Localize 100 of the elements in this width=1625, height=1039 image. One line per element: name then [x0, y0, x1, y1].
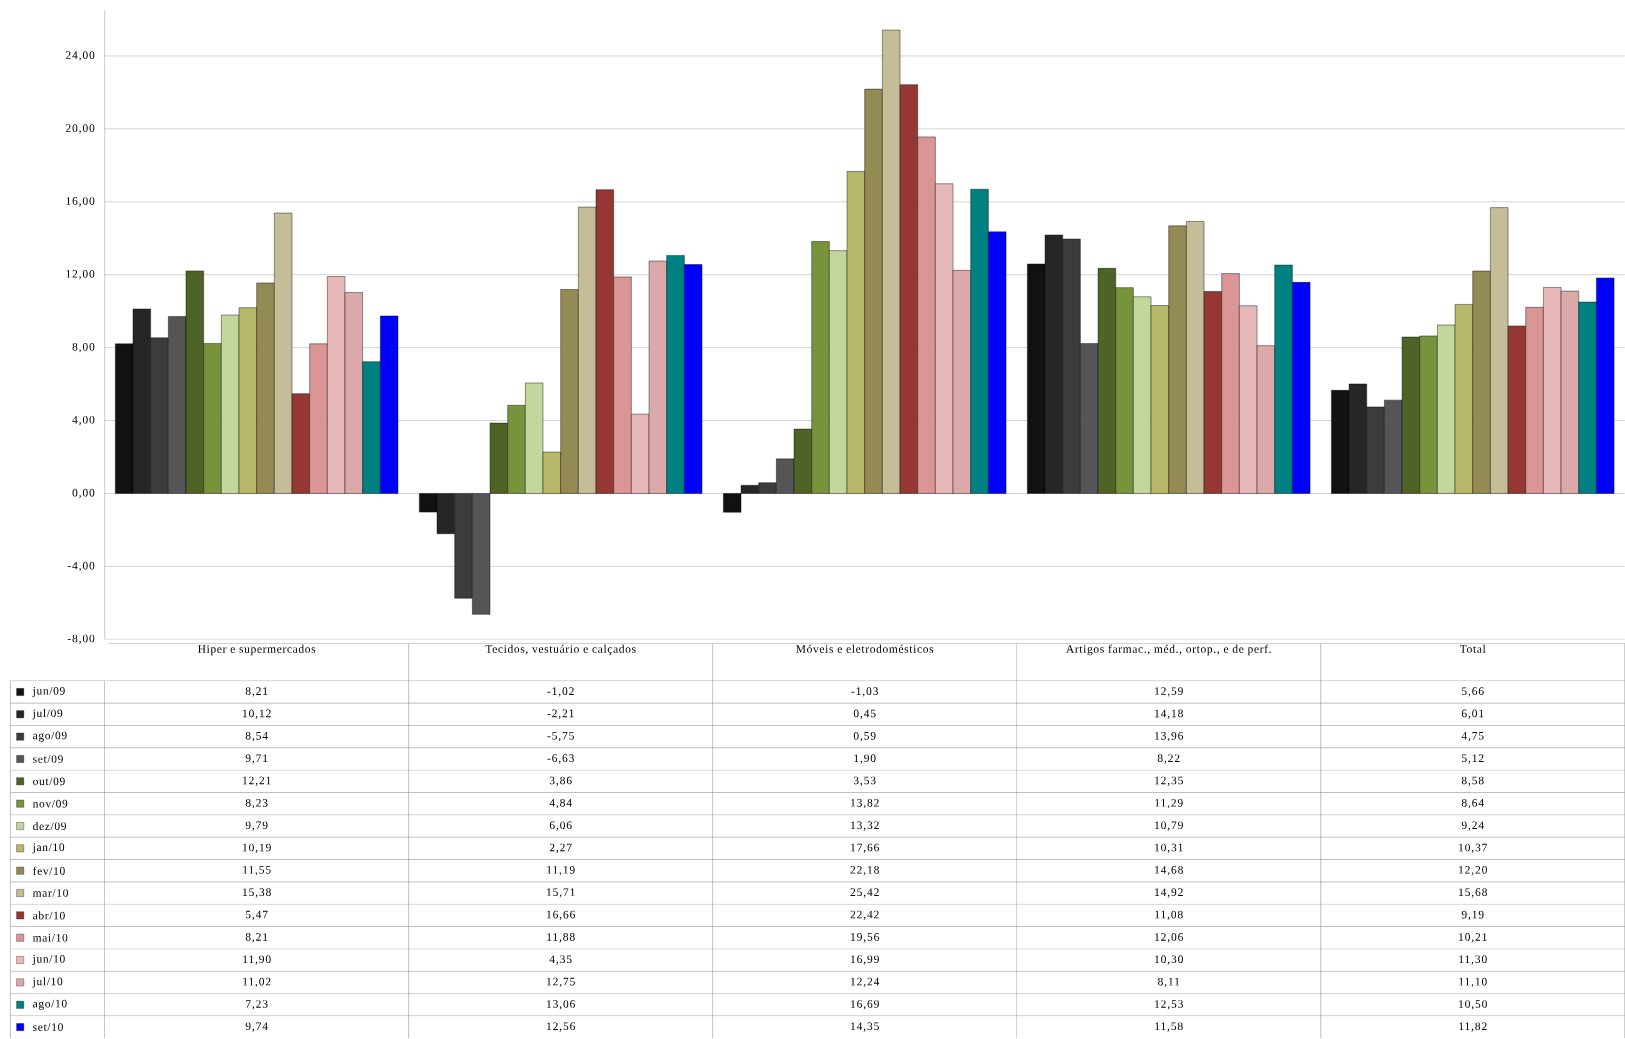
data-label: 11,19: [547, 866, 575, 876]
data-label: 8,21: [245, 933, 268, 943]
data-label: 13,96: [1155, 732, 1184, 742]
data-label: 12,06: [1155, 933, 1184, 943]
y-tick-label: 8,00: [72, 343, 95, 353]
data-label: 0,59: [853, 732, 876, 742]
data-label: 22,42: [850, 910, 879, 921]
data-label: 11,55: [243, 866, 271, 876]
y-tick-label: -8,00: [67, 634, 95, 645]
data-label: 11,02: [243, 977, 271, 988]
data-label: 11,88: [547, 933, 575, 943]
data-label: 4,35: [549, 955, 572, 965]
y-tick-label: 4,00: [72, 416, 95, 426]
data-label: 15,38: [243, 888, 271, 898]
data-label: 16,99: [851, 955, 879, 965]
data-label: 14,68: [1155, 866, 1183, 876]
data-label: 3,86: [549, 776, 572, 787]
data-label: 10,30: [1155, 955, 1183, 965]
data-label: -2,21: [547, 709, 574, 720]
data-label: -1,03: [851, 687, 878, 697]
data-label: 9,71: [245, 754, 268, 764]
data-label: 13,32: [851, 821, 879, 831]
data-label: 11,30: [1459, 955, 1487, 965]
x-tick-label: Total: [1459, 645, 1486, 654]
legend-label: out/09: [33, 777, 65, 786]
data-label: 10,31: [1155, 843, 1183, 854]
legend-label: mai/10: [32, 934, 68, 942]
data-label: 13,06: [547, 1000, 575, 1010]
data-label: -1,02: [547, 687, 574, 697]
y-tick-label: 24,00: [65, 51, 95, 61]
data-label: 10,50: [1459, 1000, 1487, 1010]
data-label: 19,56: [851, 933, 880, 943]
data-label: 7,23: [246, 1000, 268, 1010]
x-tick-label: Tecidos, vestuário e calçados: [485, 645, 636, 656]
data-label: 12,35: [1155, 776, 1183, 787]
data-label: 12,53: [1155, 1000, 1183, 1010]
data-label: -5,75: [547, 732, 574, 742]
data-label: 13,82: [851, 799, 879, 809]
data-label: 11,90: [243, 955, 271, 965]
y-tick-label: 20,00: [65, 124, 95, 134]
data-label: 11,10: [1459, 977, 1487, 988]
data-label: 9,79: [245, 821, 268, 831]
data-label: 5,66: [1462, 687, 1484, 697]
data-label: 14,18: [1155, 709, 1183, 720]
data-label: 10,21: [1459, 933, 1487, 943]
data-label: 14,92: [1155, 888, 1183, 898]
data-label: 2,27: [549, 843, 572, 854]
y-tick-label: 16,00: [66, 197, 95, 207]
data-label: 9,74: [245, 1022, 268, 1032]
data-label: 6,01: [1461, 709, 1484, 720]
data-label: 15,71: [547, 888, 575, 898]
legend-label: nov/09: [32, 800, 68, 808]
data-label: 17,66: [851, 843, 880, 854]
legend-label: mar/10: [32, 889, 68, 898]
data-label: 12,24: [851, 978, 880, 988]
data-label: 8,54: [245, 732, 268, 742]
y-tick-label: -4,00: [67, 561, 95, 572]
data-label: 1,90: [854, 754, 876, 764]
y-tick-label: 12,00: [66, 270, 95, 280]
data-label: 12,20: [1459, 866, 1487, 876]
data-label: 5,47: [246, 910, 268, 921]
data-label: 8,11: [1158, 977, 1180, 988]
legend-label: ago/09: [33, 731, 67, 742]
data-label: 11,08: [1155, 910, 1183, 921]
legend-label: jul/10: [32, 977, 63, 988]
data-label: 12,21: [243, 776, 271, 787]
data-label: 9,24: [1461, 821, 1484, 831]
x-tick-label: Artigos farmac., méd., ortop., e de perf.: [1066, 644, 1271, 656]
data-label: 12,75: [547, 978, 575, 988]
data-label: 11,29: [1155, 799, 1183, 809]
data-label: 9,19: [1461, 910, 1484, 921]
data-label: 6,06: [549, 821, 572, 831]
data-label: 4,84: [549, 799, 572, 809]
data-label: 8,22: [1157, 754, 1180, 764]
y-tick-label: 0,00: [72, 489, 95, 499]
data-label: 10,79: [1155, 821, 1183, 831]
data-label: 8,21: [245, 687, 268, 697]
legend-label: jul/09: [32, 709, 63, 720]
legend-label: jun/10: [32, 955, 65, 966]
data-label: 10,19: [243, 843, 271, 854]
legend-label: set/09: [33, 755, 63, 764]
data-label: 25,42: [850, 888, 879, 898]
data-label: 16,69: [851, 1000, 879, 1010]
data-label: 10,12: [243, 709, 271, 720]
legend-label: jan/10: [32, 843, 65, 854]
data-label: 8,58: [1461, 776, 1484, 787]
data-label: 22,18: [850, 866, 879, 876]
data-label: 5,12: [1462, 754, 1484, 764]
data-label: 16,66: [547, 910, 575, 921]
data-label: 14,35: [851, 1022, 879, 1032]
data-label: 8,23: [245, 799, 268, 809]
data-label: 11,58: [1155, 1022, 1183, 1032]
legend-label: jun/09: [32, 687, 65, 698]
data-label: -6,63: [547, 754, 574, 764]
data-label: 4,75: [1461, 732, 1484, 742]
legend-label: set/10: [33, 1023, 63, 1032]
data-label: 3,53: [853, 776, 876, 787]
x-tick-label: Móveis e eletrodomésticos: [796, 645, 934, 654]
legend-label: ago/10: [33, 1000, 67, 1011]
data-label: 0,45: [853, 709, 876, 720]
